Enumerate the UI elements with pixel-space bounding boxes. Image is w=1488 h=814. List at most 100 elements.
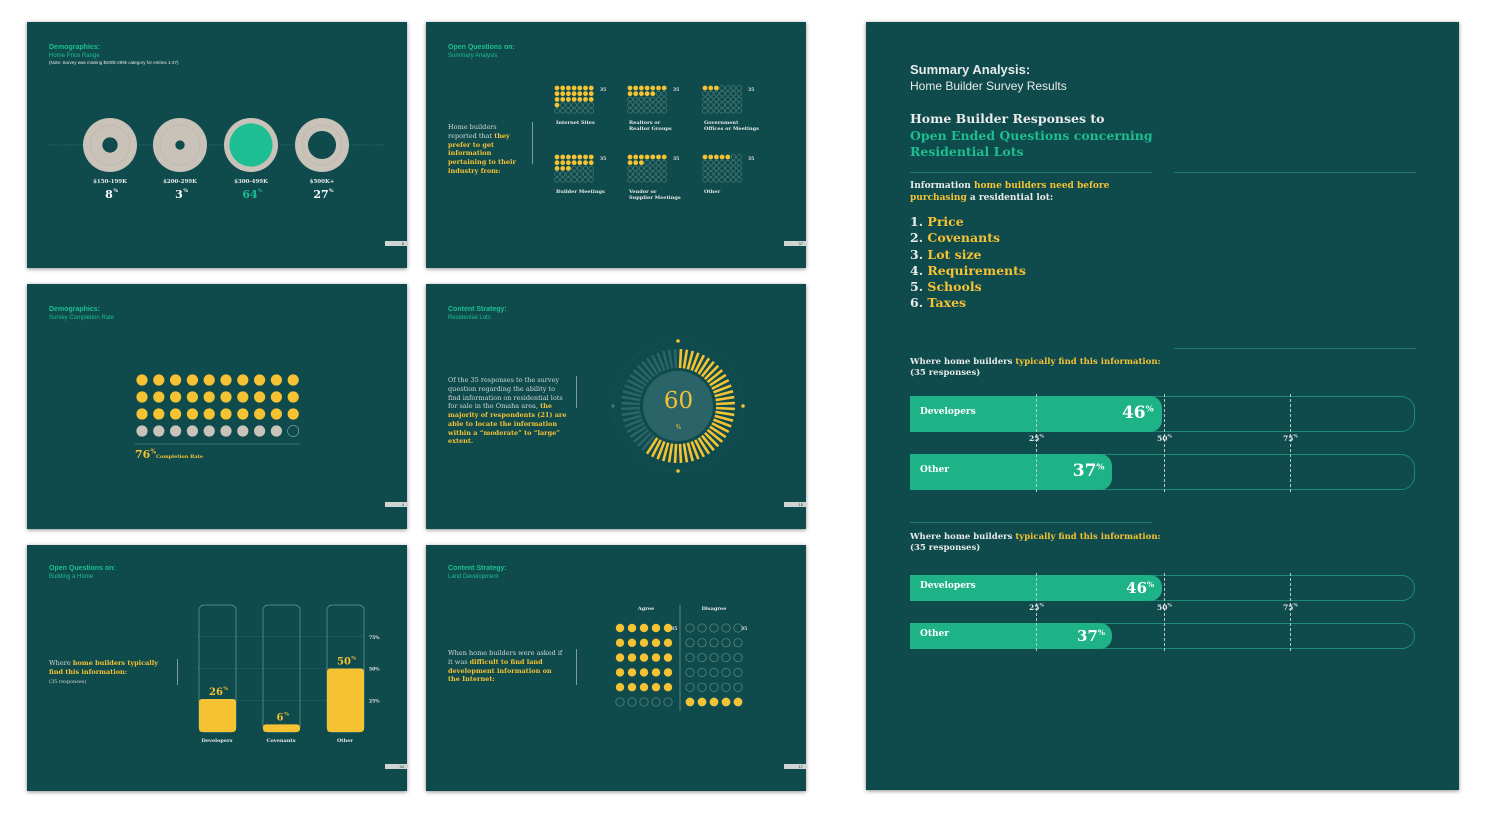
gauge-tick	[650, 439, 662, 458]
body-plain: Where	[49, 659, 71, 667]
response-dot	[627, 85, 633, 91]
response-dot	[554, 102, 560, 108]
price-suffix: %	[258, 188, 263, 194]
response-dot	[560, 85, 566, 91]
page-number: 34	[385, 764, 407, 769]
page-number: 15	[784, 502, 806, 507]
opinion-dot	[697, 697, 707, 707]
response-dot	[736, 177, 742, 183]
where-text: Where home builders typically find this …	[910, 532, 1170, 554]
opinion-dot	[615, 697, 625, 707]
response-dot	[655, 177, 662, 183]
response-dot	[708, 91, 714, 97]
gauge-tick	[656, 441, 666, 460]
gauge-tick	[621, 395, 641, 402]
response-dot	[713, 165, 720, 172]
response-dot	[736, 154, 742, 160]
response-dot	[582, 102, 589, 108]
response-dot	[633, 171, 639, 177]
completion-dot	[237, 374, 249, 386]
completion-dot	[153, 425, 165, 437]
completion-dot	[287, 408, 299, 420]
response-dot	[627, 108, 633, 114]
gauge-tick	[636, 364, 653, 381]
response-dot	[702, 177, 708, 183]
gauge-tick	[621, 406, 641, 411]
where-responses: (35 responses)	[910, 543, 981, 553]
slide-body-text: Of the 35 responses to the survey questi…	[448, 376, 568, 446]
body-highlight: difficult to find land development infor…	[448, 657, 552, 684]
response-dot	[554, 85, 560, 91]
response-dot	[650, 154, 656, 160]
response-dot	[577, 177, 583, 183]
response-dot	[627, 154, 633, 160]
response-dot	[571, 85, 577, 91]
tick-label: 75%	[1283, 434, 1298, 443]
gauge-tick	[626, 378, 645, 390]
response-dot	[736, 108, 742, 114]
response-dot	[713, 108, 720, 114]
gauge-tick	[686, 350, 695, 370]
response-dot	[633, 154, 639, 160]
divider	[910, 172, 1152, 173]
opinion-dot	[721, 638, 731, 648]
slide-title: Demographics:	[49, 44, 100, 51]
response-dot	[582, 165, 589, 172]
response-dot	[736, 85, 742, 91]
response-dot	[661, 102, 667, 108]
bar-fill	[910, 396, 1162, 432]
bar-value: 37%	[1073, 461, 1105, 481]
response-dot	[708, 108, 714, 114]
response-dot	[661, 96, 667, 103]
opinion-dot	[685, 697, 695, 707]
response-dot	[566, 97, 571, 102]
response-dot	[736, 160, 742, 166]
response-dot	[719, 108, 725, 114]
opinion-dot	[709, 667, 719, 677]
completion-dot	[136, 391, 148, 403]
source-label: Other	[704, 189, 720, 195]
response-dot	[554, 97, 560, 102]
slide-land-development: Content Strategy: Land Development When …	[426, 545, 806, 791]
gauge-tick	[661, 442, 670, 462]
page-number: 8	[385, 241, 407, 246]
disc-ring	[159, 124, 201, 166]
list-item: 5. Schools	[910, 279, 982, 295]
slide-residential-lots: Content Strategy: Residential Lots Of th…	[426, 284, 806, 529]
response-dot	[661, 108, 667, 114]
response-dot	[730, 102, 737, 108]
response-dot	[560, 102, 566, 108]
opinion-dot	[627, 683, 637, 692]
response-dot	[719, 160, 725, 166]
completion-dot	[170, 408, 182, 420]
body-highlight: they prefer to get information pertainin…	[448, 131, 516, 175]
gauge-tick	[632, 428, 650, 443]
response-dot	[582, 108, 589, 114]
response-dot	[719, 177, 725, 183]
completion-dot-grid	[135, 374, 300, 445]
response-dot	[655, 108, 662, 114]
slide-title: Open Questions on:	[49, 565, 116, 572]
response-dot	[565, 102, 572, 108]
disagree-label: Disagree	[701, 606, 727, 612]
completion-dot	[254, 391, 266, 403]
completion-dot	[254, 425, 266, 437]
source-label: Vendor or	[628, 189, 657, 195]
gauge-tick	[645, 357, 659, 375]
gauge-center	[643, 371, 713, 441]
opinion-dot	[639, 683, 649, 692]
response-dot	[577, 171, 583, 177]
response-dot	[650, 96, 656, 103]
completion-dot	[170, 374, 182, 386]
slide-summary-analysis: Open Questions on: Summary Analysis Home…	[426, 22, 806, 268]
opinion-dot	[639, 638, 649, 647]
response-dot	[702, 91, 708, 97]
response-dot	[655, 160, 662, 166]
response-dot	[582, 177, 589, 183]
response-dot	[719, 91, 725, 97]
price-share-circle	[175, 140, 185, 150]
gauge-tick	[713, 384, 732, 394]
opinion-dot	[721, 682, 731, 692]
response-dot	[565, 171, 572, 177]
response-dot	[566, 160, 571, 166]
